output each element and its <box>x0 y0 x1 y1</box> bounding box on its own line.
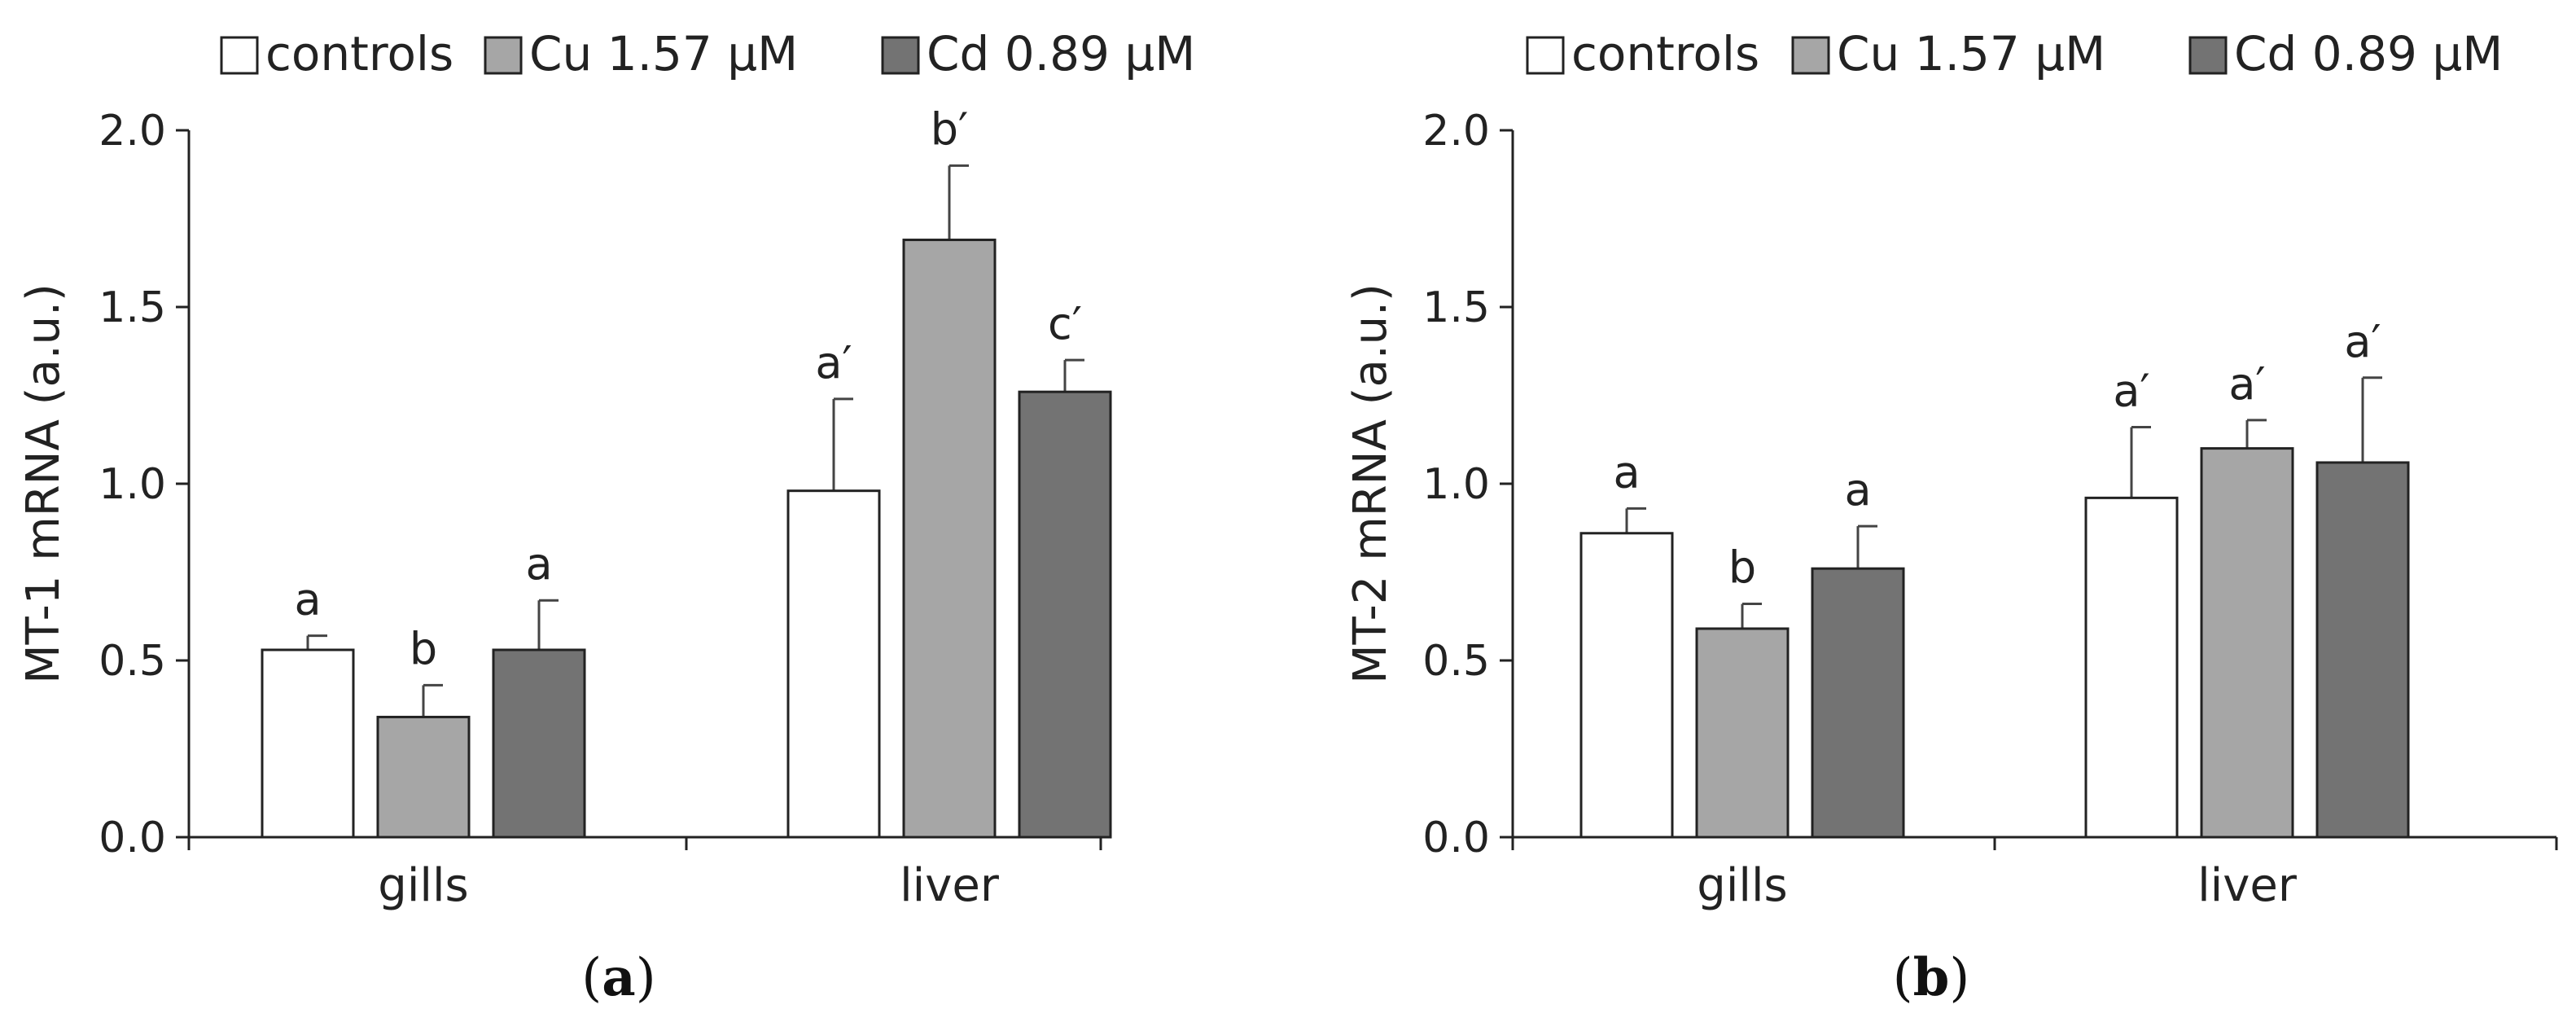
significance-letter: b <box>1728 542 1756 594</box>
significance-letter: a′ <box>2344 316 2381 367</box>
significance-letter: a <box>525 538 552 590</box>
y-axis-label: MT-1 mRNA (a.u.) <box>17 283 70 684</box>
y-tick-label: 1.0 <box>99 460 166 509</box>
significance-letter: a′ <box>2228 358 2265 410</box>
legend-label: Cd 0.89 μM <box>927 26 1195 81</box>
chart-panel-a: controls Cu 1.57 μM Cd 0.89 μM 0.0 0.5 1.0 1.5… <box>17 26 1195 1008</box>
bar <box>492 648 586 839</box>
y-tick-label: 1.5 <box>1422 283 1490 332</box>
y-tick-label: 0.5 <box>1422 637 1490 686</box>
bar <box>1018 390 1112 839</box>
legend-label: Cu 1.57 μM <box>1837 26 2105 81</box>
category-label: liver <box>900 859 1000 912</box>
legend-swatch <box>1526 36 1565 75</box>
bar <box>1579 532 1674 839</box>
bar <box>786 489 881 839</box>
y-tick-label: 0.5 <box>99 637 166 686</box>
bar <box>902 239 997 839</box>
y-tick-label: 2.0 <box>99 107 166 156</box>
category-label: gills <box>1697 859 1787 912</box>
legend-label: controls <box>265 26 453 81</box>
category-label: liver <box>2197 859 2298 912</box>
bar <box>261 648 355 839</box>
legend-swatch <box>220 36 259 75</box>
y-axis-label: MT-2 mRNA (a.u.) <box>1344 283 1397 684</box>
significance-letter: a′ <box>2113 366 2149 417</box>
legend-swatch <box>1791 36 1830 75</box>
significance-letter: b′ <box>931 103 969 155</box>
panel-label: (a) <box>581 947 655 1008</box>
bar <box>1695 627 1790 839</box>
legend-swatch <box>881 36 920 75</box>
significance-letter: a′ <box>815 337 852 388</box>
y-tick-label: 1.0 <box>1422 460 1490 509</box>
bar <box>1811 567 1905 839</box>
chart-panel-b: controls Cu 1.57 μM Cd 0.89 μM 0.0 0.5 1.0 1.5… <box>1344 26 2558 1008</box>
legend-swatch <box>2188 36 2228 75</box>
category-label: gills <box>378 859 468 912</box>
bar <box>2315 461 2410 839</box>
bar <box>2084 496 2179 839</box>
bar <box>2200 447 2294 839</box>
significance-letter: a <box>1613 446 1640 498</box>
significance-letter: c′ <box>1048 298 1082 349</box>
legend-label: controls <box>1571 26 1759 81</box>
y-tick-label: 2.0 <box>1422 107 1490 156</box>
significance-letter: a <box>294 574 321 625</box>
y-tick-label: 0.0 <box>99 814 166 862</box>
legend-label: Cd 0.89 μM <box>2234 26 2503 81</box>
panel-label: (b) <box>1893 947 1970 1008</box>
significance-letter: b <box>410 623 437 674</box>
legend-label: Cu 1.57 μM <box>529 26 798 81</box>
y-tick-label: 0.0 <box>1422 814 1490 862</box>
bar <box>376 715 471 839</box>
y-tick-label: 1.5 <box>99 283 166 332</box>
legend-swatch <box>484 36 523 75</box>
significance-letter: a <box>1844 464 1871 516</box>
